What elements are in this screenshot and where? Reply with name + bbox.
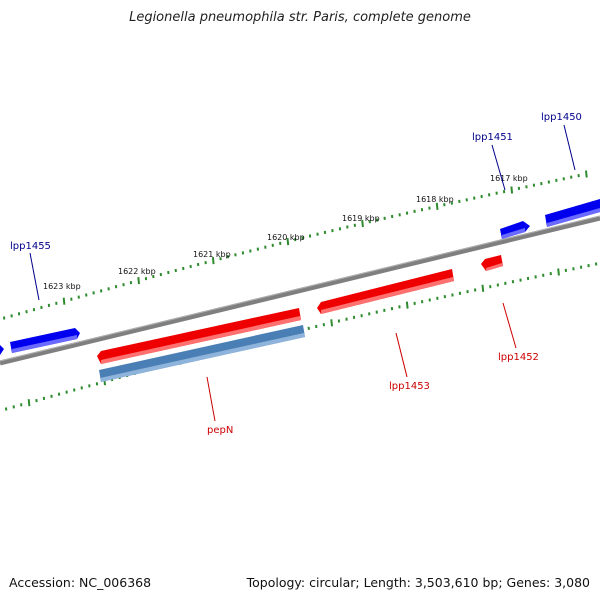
gene-label-lpp1452[interactable]: lpp1452: [498, 352, 539, 363]
gene-label-lpp1453[interactable]: lpp1453: [389, 381, 430, 392]
ruler-label-1617: 1617 kbp: [490, 174, 528, 183]
ruler-bottom-major-tick: [481, 284, 485, 292]
gene-left-edge-arrow[interactable]: [0, 345, 4, 355]
gene-lpp1450-arrow[interactable]: [545, 199, 600, 227]
ruler-top-major-tick: [361, 219, 364, 228]
ruler-label-1623: 1623 kbp: [43, 282, 81, 291]
ruler-label-1618: 1618 kbp: [416, 195, 454, 204]
ruler-bottom-major-tick: [557, 268, 560, 276]
leader-lpp1453: [395, 332, 408, 378]
genome-backbone-highlight: [0, 215, 600, 362]
ruler-top-major-tick: [62, 297, 66, 305]
leader-lpp1452: [502, 302, 517, 349]
gene-pepN-red-arrow[interactable]: [97, 308, 301, 364]
gene-label-lpp1455[interactable]: lpp1455: [10, 241, 51, 252]
genome-summary-text: Topology: circular; Length: 3,503,610 bp…: [246, 575, 590, 590]
leader-lpp1455: [29, 252, 40, 301]
ruler-top-major-tick: [211, 257, 215, 265]
genome-backbone: [0, 215, 600, 366]
ruler-top-major-tick: [435, 202, 439, 210]
gene-lpp1453-arrow[interactable]: [317, 269, 454, 314]
ruler-top-major-tick: [286, 238, 290, 246]
leader-lpp1450: [563, 124, 576, 171]
leader-pepN: [206, 376, 216, 422]
ruler-label-1622: 1622 kbp: [118, 267, 156, 276]
tick-row-forward: [3, 170, 588, 320]
ruler-bottom-major-tick: [330, 319, 333, 327]
gene-label-lpp1450[interactable]: lpp1450: [541, 112, 582, 123]
gene-label-lpp1451[interactable]: lpp1451: [472, 132, 513, 143]
ruler-top-major-tick: [510, 186, 514, 194]
accession-text: Accession: NC_006368: [9, 575, 152, 590]
ruler-label-1619: 1619 kbp: [342, 214, 380, 223]
gene-lpp1455-arrow[interactable]: [10, 328, 80, 353]
ruler-bottom-major-tick: [405, 301, 409, 309]
leader-lpp1451: [491, 144, 506, 191]
ruler-top-major-tick: [585, 170, 588, 178]
ruler-top-major-tick: [137, 277, 140, 285]
map-title: Legionella pneumophila str. Paris, compl…: [129, 10, 471, 25]
gene-label-pepN[interactable]: pepN: [207, 425, 233, 436]
ruler-label-1621: 1621 kbp: [193, 250, 231, 259]
gene-lpp1451-arrow[interactable]: [500, 221, 530, 239]
ruler-bottom-major-tick: [27, 399, 31, 407]
gene-lpp1452-arrow[interactable]: [481, 255, 503, 271]
cds-pepN-feature[interactable]: [99, 325, 305, 382]
ruler-label-1620: 1620 kbp: [267, 233, 305, 242]
